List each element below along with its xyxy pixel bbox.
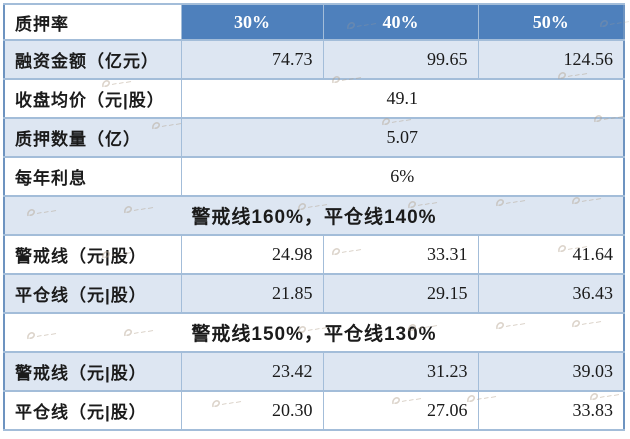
value-cell: 29.15 [322,273,479,314]
table-row: 平仓线（元|股） 21.85 29.15 36.43 [3,273,625,314]
value-cell: 124.56 [477,39,625,80]
column-header-50: 50% [477,3,625,41]
corner-label: 质押率 [3,3,182,41]
row-label: 警戒线（元|股） [3,234,182,275]
row-label: 融资金额（亿元） [3,39,182,80]
value-cell-span: 49.1 [180,78,625,119]
row-label: 每年利息 [3,156,182,197]
section-header-row: 警戒线160%，平仓线140% [3,195,625,236]
table-row: 收盘均价（元|股） 49.1 [3,78,625,119]
value-cell: 39.03 [477,351,625,392]
column-header-30: 30% [180,3,324,41]
table-row: 警戒线（元|股） 24.98 33.31 41.64 [3,234,625,275]
row-label: 警戒线（元|股） [3,351,182,392]
value-cell: 31.23 [322,351,479,392]
value-cell: 33.31 [322,234,479,275]
value-cell: 41.64 [477,234,625,275]
table-row: 平仓线（元|股） 20.30 27.06 33.83 [3,390,625,431]
section-header-row: 警戒线150%，平仓线130% [3,312,625,353]
table-header-row: 质押率 30% 40% 50% [3,3,625,41]
value-cell: 74.73 [180,39,324,80]
section-title: 警戒线160%，平仓线140% [3,195,625,236]
table-row: 每年利息 6% [3,156,625,197]
value-cell: 20.30 [180,390,324,431]
value-cell: 27.06 [322,390,479,431]
value-cell-span: 6% [180,156,625,197]
value-cell: 21.85 [180,273,324,314]
row-label: 平仓线（元|股） [3,273,182,314]
value-cell: 23.42 [180,351,324,392]
column-header-40: 40% [322,3,479,41]
table-row: 质押数量（亿） 5.07 [3,117,625,158]
section-title: 警戒线150%，平仓线130% [3,312,625,353]
row-label: 质押数量（亿） [3,117,182,158]
pledge-rate-table: 质押率 30% 40% 50% 融资金额（亿元） 74.73 99.65 124… [3,3,625,431]
table-row: 警戒线（元|股） 23.42 31.23 39.03 [3,351,625,392]
value-cell: 99.65 [322,39,479,80]
value-cell: 36.43 [477,273,625,314]
value-cell: 33.83 [477,390,625,431]
value-cell-span: 5.07 [180,117,625,158]
row-label: 收盘均价（元|股） [3,78,182,119]
row-label: 平仓线（元|股） [3,390,182,431]
value-cell: 24.98 [180,234,324,275]
table-row: 融资金额（亿元） 74.73 99.65 124.56 [3,39,625,80]
